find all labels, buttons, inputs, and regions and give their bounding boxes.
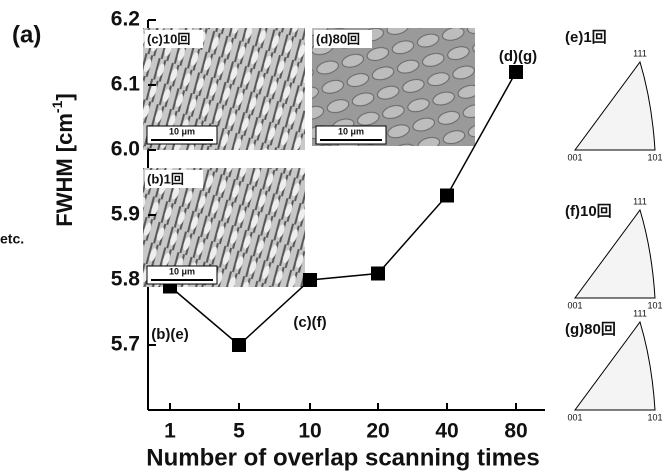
marker <box>440 188 454 203</box>
marker <box>371 266 385 281</box>
y-title: FWHM [cm <box>52 113 77 227</box>
ipf-corner: 111 <box>633 48 647 58</box>
inset-label: (d)80回 <box>316 31 360 46</box>
y-title-end: ] <box>52 93 77 100</box>
inset-label: (c)10回 <box>147 31 190 46</box>
ipf-corner: 001 <box>567 300 582 310</box>
ipf-corner: 111 <box>633 308 647 318</box>
point-label: (c)(f) <box>293 314 326 331</box>
y-title-sup: -1 <box>49 100 65 113</box>
scale-label: 10 μm <box>169 126 195 136</box>
y-axis-title: FWHM [cm-1] <box>49 93 77 226</box>
x-tick-label: 10 <box>298 420 321 443</box>
x-tick-label: 20 <box>366 420 389 443</box>
ipf-corner: 101 <box>647 412 662 422</box>
ipf-corner: 111 <box>633 196 647 206</box>
ipf-corner: 001 <box>567 412 582 422</box>
marker <box>232 338 246 352</box>
scale-label: 10 μm <box>169 266 195 276</box>
x-tick-label: 5 <box>233 420 245 443</box>
inset-label: (b)1回 <box>147 171 184 186</box>
point-label: (d)(g) <box>499 48 537 65</box>
y-tick-label: 6.2 <box>111 8 140 31</box>
inset-label-bg <box>314 30 372 48</box>
y-tick-label: 6.1 <box>111 73 141 96</box>
marker <box>509 65 523 79</box>
inset-label-bg <box>145 30 203 48</box>
marker <box>303 273 317 287</box>
ipf-label: (g)80回 <box>565 321 616 338</box>
side-text: etc. <box>0 231 24 247</box>
scale-label: 10 μm <box>338 126 364 136</box>
ipf-corner: 001 <box>567 152 582 162</box>
ipf-triangle <box>574 208 656 299</box>
x-axis-title: Number of overlap scanning times <box>146 444 539 471</box>
ipf-corner: 101 <box>647 152 662 162</box>
ipf-corner: 101 <box>647 300 662 310</box>
panel-label: (a) <box>12 21 41 48</box>
ipf-triangle <box>574 320 656 411</box>
x-tick-label: 1 <box>164 420 176 443</box>
y-tick-label: 6.0 <box>111 138 140 161</box>
inset-label-bg <box>145 170 203 188</box>
ipf-label: (f)10回 <box>565 203 612 220</box>
x-tick-label: 80 <box>504 420 527 443</box>
x-tick-label: 40 <box>435 420 458 443</box>
y-tick-label: 5.8 <box>111 268 141 291</box>
y-tick-label: 5.9 <box>111 203 140 226</box>
ipf-triangle <box>574 60 656 151</box>
ipf-label: (e)1回 <box>565 29 607 46</box>
y-tick-label: 5.7 <box>111 333 140 356</box>
point-label: (b)(e) <box>151 326 189 343</box>
line <box>169 71 517 346</box>
